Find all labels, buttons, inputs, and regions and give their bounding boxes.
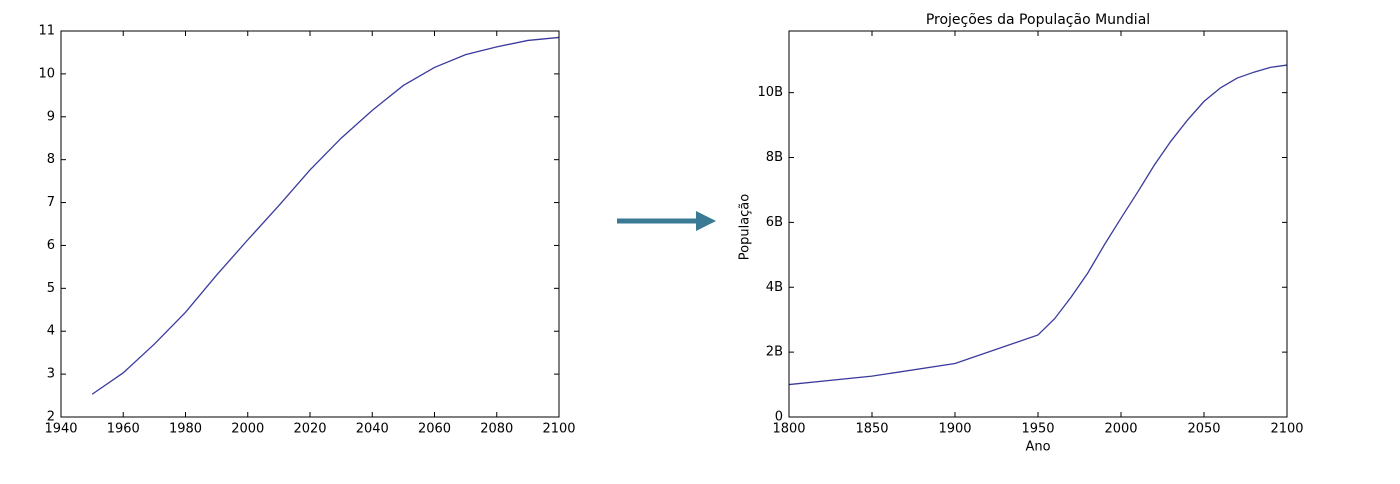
- x-tick-label: 1950: [1021, 422, 1054, 437]
- y-tick-label: 2B: [766, 345, 783, 360]
- x-tick-label: 2080: [480, 422, 513, 437]
- x-tick-label: 2100: [542, 422, 575, 437]
- x-axis-label: Ano: [1025, 440, 1050, 455]
- plot-frame: [788, 30, 1288, 418]
- y-tick-label: 6B: [766, 215, 783, 230]
- y-axis-label: População: [738, 194, 753, 261]
- x-tick-label: 1800: [772, 422, 805, 437]
- y-tick-label: 11: [38, 24, 55, 39]
- x-tick-label: 2040: [356, 422, 389, 437]
- x-tick-label: 2050: [1187, 422, 1220, 437]
- x-tick-label: 1900: [938, 422, 971, 437]
- x-tick-label: 2000: [231, 422, 264, 437]
- chart-title: Projeções da População Mundial: [926, 12, 1150, 28]
- y-tick-label: 9: [47, 109, 55, 124]
- x-tick-label: 1980: [169, 422, 202, 437]
- x-tick-label: 1940: [44, 422, 77, 437]
- arrow: [617, 211, 716, 231]
- x-tick-label: 1960: [107, 422, 140, 437]
- y-tick-label: 10B: [758, 85, 783, 100]
- x-tick-label: 2020: [293, 422, 326, 437]
- y-tick-label: 6: [47, 238, 55, 253]
- y-tick-label: 8B: [766, 150, 783, 165]
- x-tick-label: 2060: [418, 422, 451, 437]
- plot-frame: [60, 30, 560, 418]
- x-tick-label: 2100: [1270, 422, 1303, 437]
- y-tick-label: 4B: [766, 280, 783, 295]
- y-tick-label: 5: [47, 281, 55, 296]
- x-tick-label: 1850: [855, 422, 888, 437]
- line: [788, 64, 1288, 386]
- line: [91, 36, 560, 395]
- y-tick-label: 8: [47, 152, 55, 167]
- y-tick-label: 10: [38, 66, 55, 81]
- arrow-head: [696, 211, 716, 231]
- y-tick-label: 0: [775, 410, 783, 425]
- y-tick-label: 3: [47, 367, 55, 382]
- y-tick-label: 7: [47, 195, 55, 210]
- x-tick-label: 2000: [1104, 422, 1137, 437]
- y-tick-label: 2: [47, 410, 55, 425]
- y-tick-label: 4: [47, 324, 55, 339]
